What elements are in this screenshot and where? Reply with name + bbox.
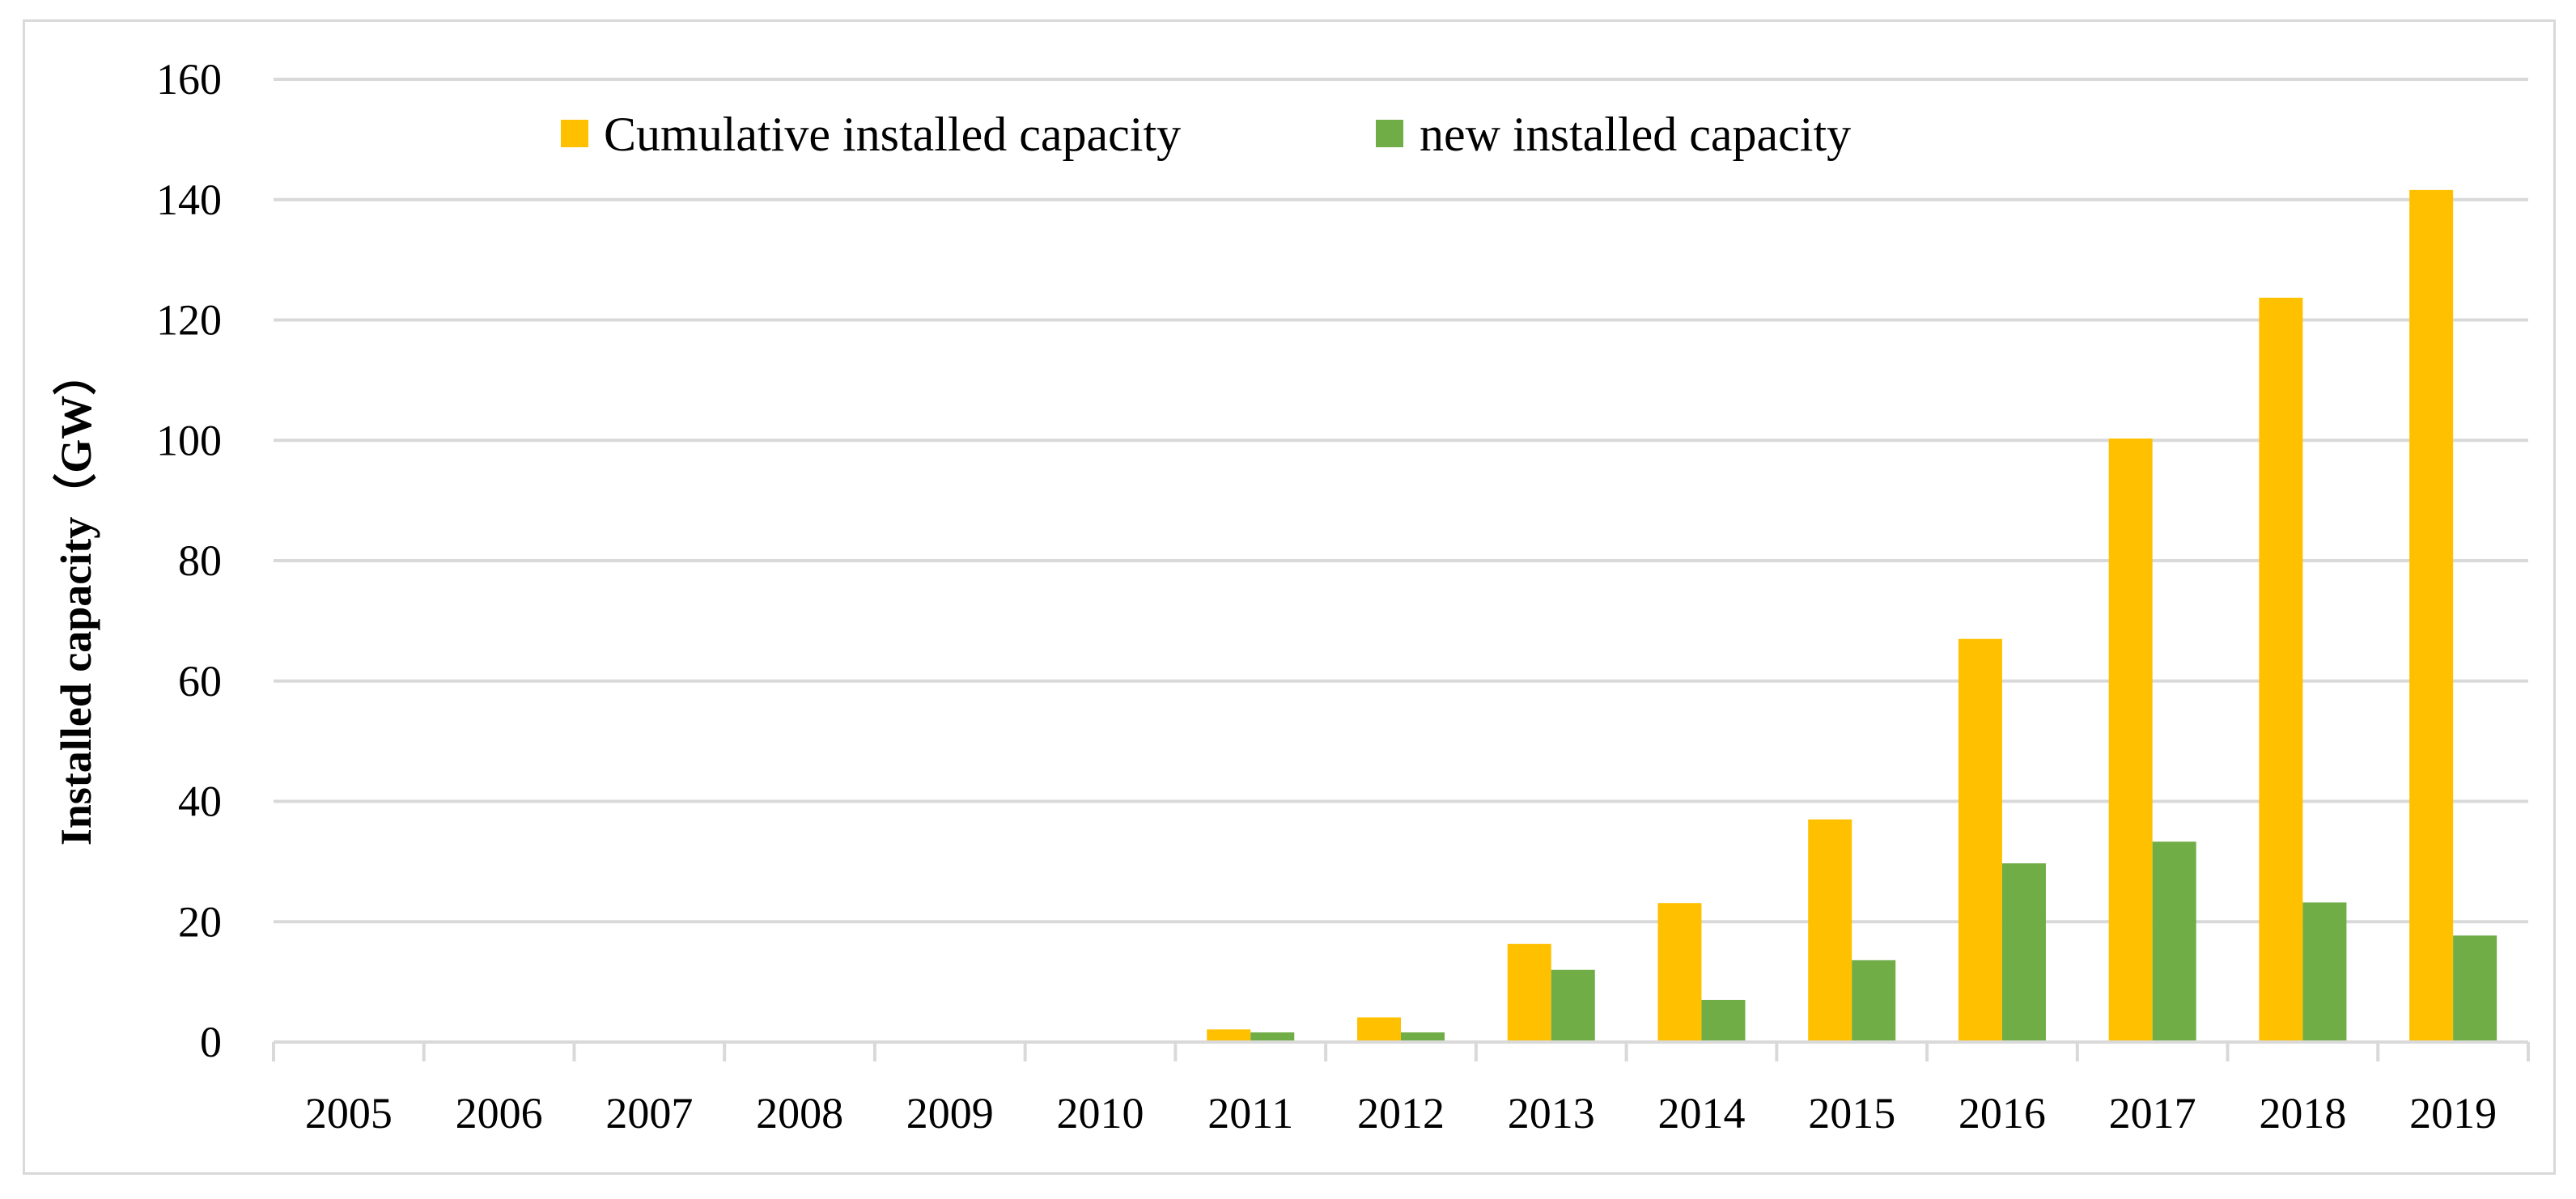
bar-new-2012[interactable] — [1401, 1032, 1445, 1042]
x-tick-label-2011: 2011 — [1207, 1089, 1293, 1138]
bar-new-2016[interactable] — [2001, 863, 2046, 1042]
y-tick-label: 100 — [156, 416, 222, 464]
x-tick-label-2012: 2012 — [1357, 1089, 1445, 1138]
x-tick-label-2013: 2013 — [1508, 1089, 1595, 1138]
y-tick-label: 160 — [156, 55, 222, 104]
y-tick-label: 60 — [178, 657, 222, 705]
y-tick-label: 140 — [156, 176, 222, 224]
y-tick-label: 40 — [178, 777, 222, 826]
y-tick-label: 20 — [178, 897, 222, 946]
bars — [1207, 189, 2497, 1043]
bar-new-2014[interactable] — [1701, 999, 1746, 1042]
bar-new-2011[interactable] — [1250, 1032, 1295, 1042]
bar-new-2019[interactable] — [2453, 935, 2497, 1042]
y-tick-label: 80 — [178, 536, 222, 585]
bar-cumulative-2017[interactable] — [2108, 439, 2153, 1042]
gridlines — [274, 78, 2528, 924]
legend-swatch-cumulative — [561, 120, 588, 147]
x-tick-label-2006: 2006 — [456, 1089, 543, 1138]
legend-label-new: new installed capacity — [1420, 108, 1851, 161]
legend-swatch-new — [1376, 120, 1403, 147]
x-tick-label-2010: 2010 — [1057, 1089, 1144, 1138]
x-tick-label-2009: 2009 — [906, 1089, 994, 1138]
x-tick-label-2014: 2014 — [1657, 1089, 1745, 1138]
legend[interactable]: Cumulative installed capacity new instal… — [561, 108, 1851, 161]
y-axis-label: Installed capacity（GW） — [52, 352, 100, 846]
x-tick-label-2017: 2017 — [2109, 1089, 2196, 1138]
x-tick-label-2016: 2016 — [1959, 1089, 2046, 1138]
x-axis — [272, 1040, 2530, 1061]
x-axis-tick-labels: 2005 2006 2007 2008 2009 2010 2011 2012 2013 2014… — [305, 1089, 2497, 1138]
bar-cumulative-2018[interactable] — [2259, 297, 2303, 1042]
x-tick-label-2015: 2015 — [1808, 1089, 1895, 1138]
bar-new-2018[interactable] — [2302, 902, 2347, 1042]
bar-cumulative-2012[interactable] — [1357, 1017, 1401, 1042]
x-tick-label-2007: 2007 — [605, 1089, 693, 1138]
bar-cumulative-2011[interactable] — [1207, 1029, 1251, 1042]
bar-cumulative-2013[interactable] — [1507, 943, 1551, 1042]
legend-label-cumulative: Cumulative installed capacity — [604, 108, 1181, 161]
y-tick-label: 0 — [200, 1018, 222, 1066]
bar-cumulative-2014[interactable] — [1657, 903, 1702, 1042]
y-tick-label: 120 — [156, 296, 222, 345]
bar-new-2013[interactable] — [1551, 969, 1595, 1042]
bar-new-2017[interactable] — [2152, 841, 2196, 1042]
y-axis-tick-labels: 0 20 40 60 80 100 120 140 160 — [156, 55, 222, 1066]
bar-new-2015[interactable] — [1852, 960, 1896, 1042]
x-tick-label-2005: 2005 — [305, 1089, 393, 1138]
x-tick-label-2008: 2008 — [756, 1089, 843, 1138]
x-tick-label-2018: 2018 — [2259, 1089, 2346, 1138]
x-tick-label-2019: 2019 — [2409, 1089, 2497, 1138]
bar-cumulative-2019[interactable] — [2409, 189, 2454, 1043]
bar-cumulative-2015[interactable] — [1808, 819, 1852, 1042]
bar-cumulative-2016[interactable] — [1958, 638, 2002, 1042]
